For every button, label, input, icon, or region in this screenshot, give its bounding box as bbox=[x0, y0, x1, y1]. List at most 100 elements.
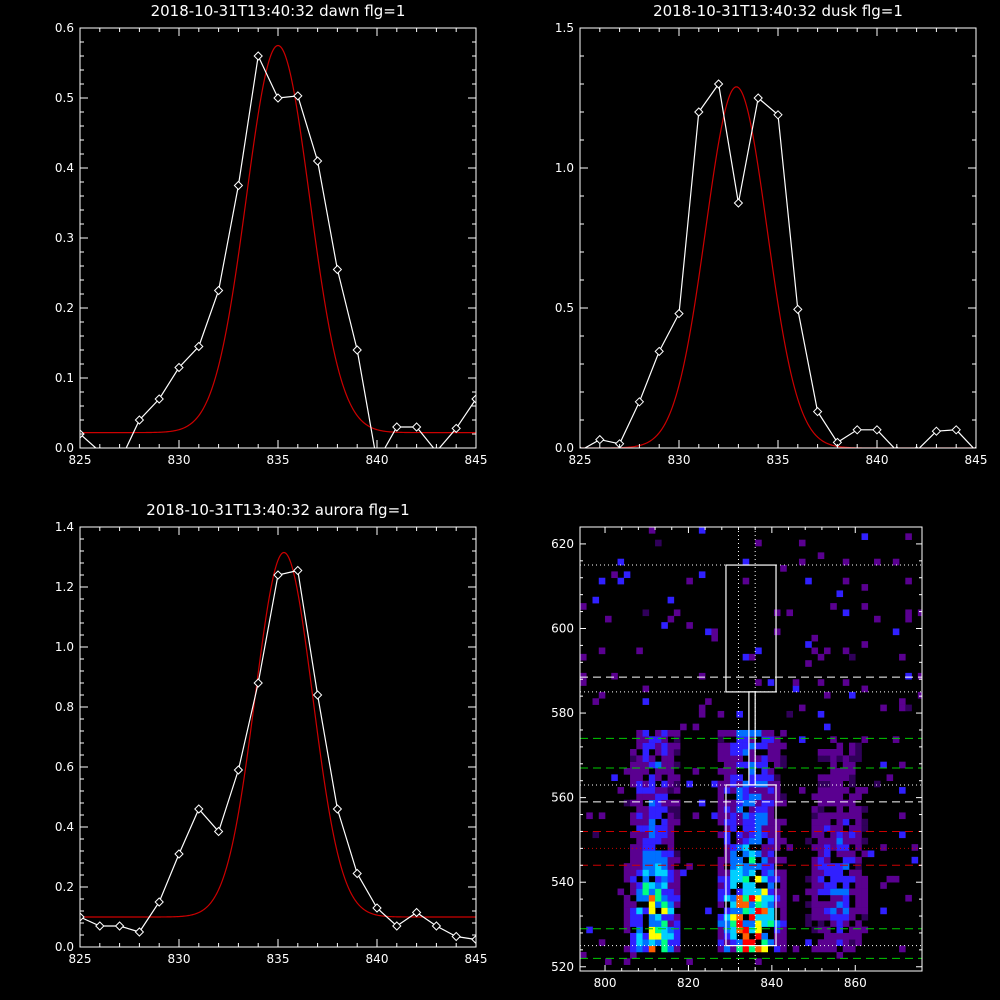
heatmap-cell bbox=[911, 844, 919, 851]
heatmap-cell bbox=[805, 913, 812, 921]
heatmap-cell bbox=[698, 672, 706, 680]
heatmap-cell bbox=[855, 837, 862, 845]
heatmap-cell bbox=[642, 882, 650, 889]
heatmap-cell bbox=[655, 926, 662, 934]
heatmap-cell bbox=[648, 837, 656, 845]
heatmap-cell bbox=[830, 799, 837, 807]
heatmap-cell bbox=[836, 951, 844, 959]
heatmap-cell bbox=[842, 831, 850, 839]
heatmap-cell bbox=[855, 818, 862, 826]
heatmap-cell bbox=[761, 761, 768, 769]
data-point-marker bbox=[793, 304, 803, 315]
heatmap-cell bbox=[723, 755, 731, 762]
heatmap-cell bbox=[773, 761, 781, 769]
heatmap-cell bbox=[767, 742, 775, 750]
heatmap-cell bbox=[598, 812, 606, 820]
heatmap-cell bbox=[917, 672, 922, 680]
heatmap-cell bbox=[855, 742, 862, 750]
heatmap-cell bbox=[830, 882, 837, 889]
heatmap-cell bbox=[855, 812, 862, 820]
heatmap-cell bbox=[630, 774, 637, 782]
heatmap-cell bbox=[636, 920, 643, 927]
data-point-marker bbox=[435, 446, 438, 448]
heatmap-cell bbox=[736, 812, 743, 820]
heatmap-cell bbox=[673, 774, 681, 782]
data-point-marker bbox=[654, 346, 664, 357]
heatmap-cell bbox=[817, 806, 825, 813]
heatmap-cell bbox=[636, 907, 643, 915]
heatmap-cell bbox=[730, 850, 737, 858]
heatmap-cell bbox=[667, 844, 675, 851]
heatmap-cell bbox=[761, 920, 768, 927]
heatmap-cell bbox=[836, 894, 844, 902]
heatmap-cell bbox=[667, 787, 675, 794]
heatmap-cell bbox=[836, 793, 844, 801]
heatmap-cell bbox=[836, 774, 844, 782]
heatmap-cell bbox=[661, 882, 668, 889]
heatmap-cell bbox=[648, 939, 656, 946]
heatmap-cell bbox=[673, 926, 681, 934]
heatmap-cell bbox=[861, 875, 869, 883]
heatmap-cell bbox=[761, 831, 768, 839]
heatmap-cell bbox=[830, 761, 837, 769]
heatmap-cell bbox=[748, 850, 756, 858]
heatmap-cell bbox=[842, 768, 850, 775]
heatmap-cell bbox=[723, 907, 731, 915]
heatmap-cell bbox=[723, 888, 731, 896]
heatmap-cell bbox=[686, 863, 693, 870]
heatmap-cell bbox=[817, 869, 825, 877]
heatmap-cell bbox=[648, 812, 656, 820]
heatmap-cell bbox=[667, 749, 675, 756]
heatmap-cell bbox=[780, 761, 787, 769]
data-point-marker bbox=[213, 826, 224, 837]
heatmap-cell bbox=[642, 729, 650, 737]
heatmap-cell bbox=[655, 761, 662, 769]
heatmap-cell bbox=[630, 913, 637, 921]
heatmap-cell bbox=[605, 958, 612, 965]
heatmap-cell bbox=[673, 761, 681, 769]
heatmap-cell bbox=[842, 679, 850, 686]
heatmap-cell bbox=[730, 780, 737, 788]
data-point-marker bbox=[332, 264, 343, 275]
heatmap-cell bbox=[755, 806, 762, 813]
heatmap-cell bbox=[817, 875, 825, 883]
y-tick-label: 620 bbox=[551, 537, 574, 551]
data-point-marker bbox=[98, 446, 102, 448]
heatmap-cell bbox=[648, 920, 656, 927]
heatmap-cell bbox=[755, 894, 762, 902]
heatmap-cell bbox=[755, 901, 762, 908]
heatmap-cell bbox=[836, 590, 844, 598]
heatmap-cell bbox=[836, 831, 844, 839]
heatmap-cell bbox=[755, 920, 762, 927]
x-tick-label: 830 bbox=[168, 453, 191, 467]
heatmap-cell bbox=[755, 818, 762, 826]
heatmap-cell bbox=[742, 945, 750, 953]
heatmap-cell bbox=[755, 958, 762, 965]
heatmap-cell bbox=[686, 958, 693, 965]
heatmap-cell bbox=[642, 818, 650, 826]
heatmap-cell bbox=[817, 799, 825, 807]
data-point-marker bbox=[471, 394, 476, 404]
heatmap-cell bbox=[830, 939, 837, 946]
data-point-marker bbox=[951, 425, 961, 435]
heatmap-cell bbox=[730, 818, 737, 826]
heatmap-cell bbox=[648, 894, 656, 902]
heatmap-cell bbox=[642, 761, 650, 769]
data-point-marker bbox=[411, 422, 422, 432]
heatmap-cell bbox=[811, 875, 819, 883]
heatmap-cell bbox=[842, 787, 850, 794]
data-point-marker bbox=[116, 458, 124, 466]
heatmap-cell bbox=[836, 768, 844, 775]
heatmap-cell bbox=[805, 920, 812, 927]
data-point-marker bbox=[713, 79, 724, 89]
gaussian-fit-line bbox=[80, 551, 476, 918]
heatmap-cell bbox=[823, 882, 831, 889]
heatmap-cell bbox=[767, 844, 775, 851]
heatmap-cell bbox=[730, 742, 737, 750]
heatmap-cell bbox=[717, 710, 725, 718]
heatmap-cell bbox=[655, 856, 662, 864]
heatmap-cell bbox=[655, 920, 662, 927]
heatmap-cell bbox=[773, 628, 781, 636]
heatmap-cell bbox=[742, 793, 750, 801]
heatmap-cell bbox=[736, 907, 743, 915]
